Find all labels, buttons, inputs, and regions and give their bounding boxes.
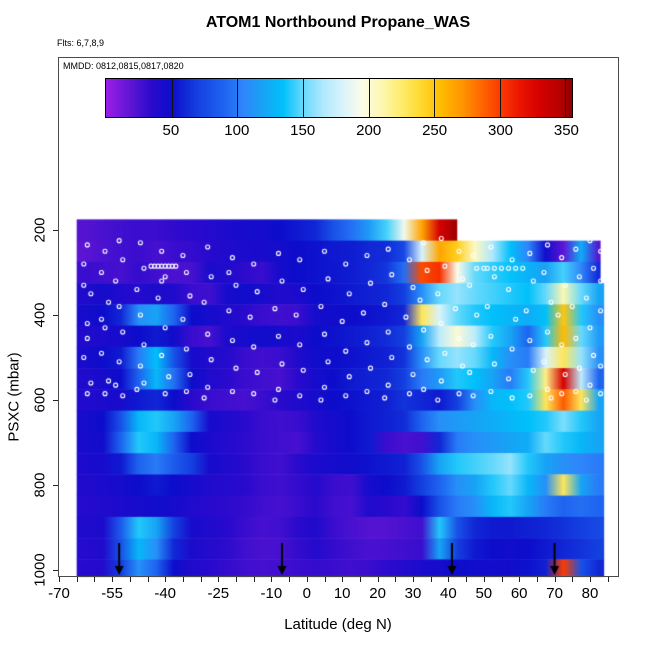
y-axis-title: PSXC (mbar) xyxy=(5,352,23,442)
colorbar-tick-label: 300 xyxy=(487,122,514,139)
x-axis-tick-label: 80 xyxy=(581,585,599,602)
x-axis-tick-label: 40 xyxy=(440,585,457,602)
x-axis-tick xyxy=(413,577,414,582)
x-axis-tick xyxy=(306,577,308,582)
y-axis-tick xyxy=(53,485,58,486)
colorbar-tick-label: 350 xyxy=(553,122,579,139)
x-axis-tick-label: 60 xyxy=(510,585,528,602)
y-axis-tick-label: 200 xyxy=(31,217,49,243)
x-axis-tick xyxy=(236,577,237,582)
mmdd-note: MMDD: 0812,0815,0817,0820 xyxy=(63,61,184,71)
y-axis-tick-label: 1000 xyxy=(31,553,49,587)
x-axis-tick-label: 20 xyxy=(369,585,386,602)
x-axis-tick xyxy=(200,577,202,582)
x-axis-tick xyxy=(165,577,167,582)
x-axis-tick xyxy=(324,577,326,582)
x-axis-tick xyxy=(253,577,255,582)
x-axis-tick xyxy=(395,577,397,582)
x-axis-title: Latitude (deg N) xyxy=(284,616,392,633)
colorbar-tick-line xyxy=(499,79,501,117)
x-axis-tick xyxy=(501,577,503,582)
y-axis-tick-label: 600 xyxy=(31,387,49,413)
x-axis-tick xyxy=(289,577,291,582)
x-axis-tick-label: 0 xyxy=(302,585,311,602)
x-axis-tick xyxy=(218,577,220,582)
x-axis-tick xyxy=(519,577,521,582)
x-axis-tick xyxy=(483,577,485,582)
x-axis-tick xyxy=(572,577,574,582)
y-axis-tick xyxy=(53,570,58,571)
x-axis-tick-label: -70 xyxy=(48,585,70,602)
x-axis-tick xyxy=(359,577,361,582)
colorbar-tick-line xyxy=(565,79,567,117)
x-axis-tick-label: -40 xyxy=(154,585,177,602)
y-axis-tick xyxy=(53,230,58,231)
x-axis-tick-label: 70 xyxy=(546,585,563,602)
x-axis-tick-label: -55 xyxy=(101,585,123,602)
x-axis-tick xyxy=(536,577,538,582)
colorbar-tick-line xyxy=(171,79,173,117)
x-axis-tick xyxy=(59,577,60,582)
x-axis-tick-label: 10 xyxy=(333,585,351,602)
x-axis-tick xyxy=(129,577,131,582)
x-axis-tick xyxy=(377,577,379,582)
x-axis-tick-label: -10 xyxy=(260,585,283,602)
x-axis-tick xyxy=(182,577,184,582)
x-axis-tick xyxy=(448,577,450,582)
x-axis-tick xyxy=(271,577,273,582)
colorbar-tick-label: 100 xyxy=(224,122,250,139)
x-axis-tick-label: 50 xyxy=(475,585,493,602)
x-axis-tick xyxy=(342,577,344,582)
colorbar xyxy=(105,78,573,118)
colorbar-tick-label: 200 xyxy=(356,122,382,139)
colorbar-tick-label: 250 xyxy=(422,122,448,139)
colorbar-tick-line xyxy=(302,79,304,117)
colorbar-tick-label: 50 xyxy=(162,122,180,139)
y-axis-tick-label: 400 xyxy=(31,302,49,328)
colorbar-tick-line xyxy=(237,79,239,117)
x-axis-tick xyxy=(430,577,432,582)
x-axis-tick xyxy=(590,577,591,582)
colorbar-tick-line xyxy=(368,79,370,117)
y-axis-tick xyxy=(53,315,58,316)
x-axis-tick xyxy=(112,577,114,582)
x-axis-tick xyxy=(76,577,78,582)
colorbar-tick-label: 150 xyxy=(290,122,316,139)
x-axis-tick-label: 30 xyxy=(404,585,422,602)
x-axis-tick xyxy=(466,577,468,582)
y-axis-tick xyxy=(53,400,58,401)
x-axis-tick-label: -25 xyxy=(207,585,230,602)
x-axis-tick xyxy=(607,577,609,582)
x-axis-tick xyxy=(94,577,96,582)
colorbar-tick-line xyxy=(434,79,436,117)
x-axis-tick xyxy=(554,577,556,582)
y-axis-tick-label: 800 xyxy=(31,472,49,498)
x-axis-tick xyxy=(147,577,149,582)
